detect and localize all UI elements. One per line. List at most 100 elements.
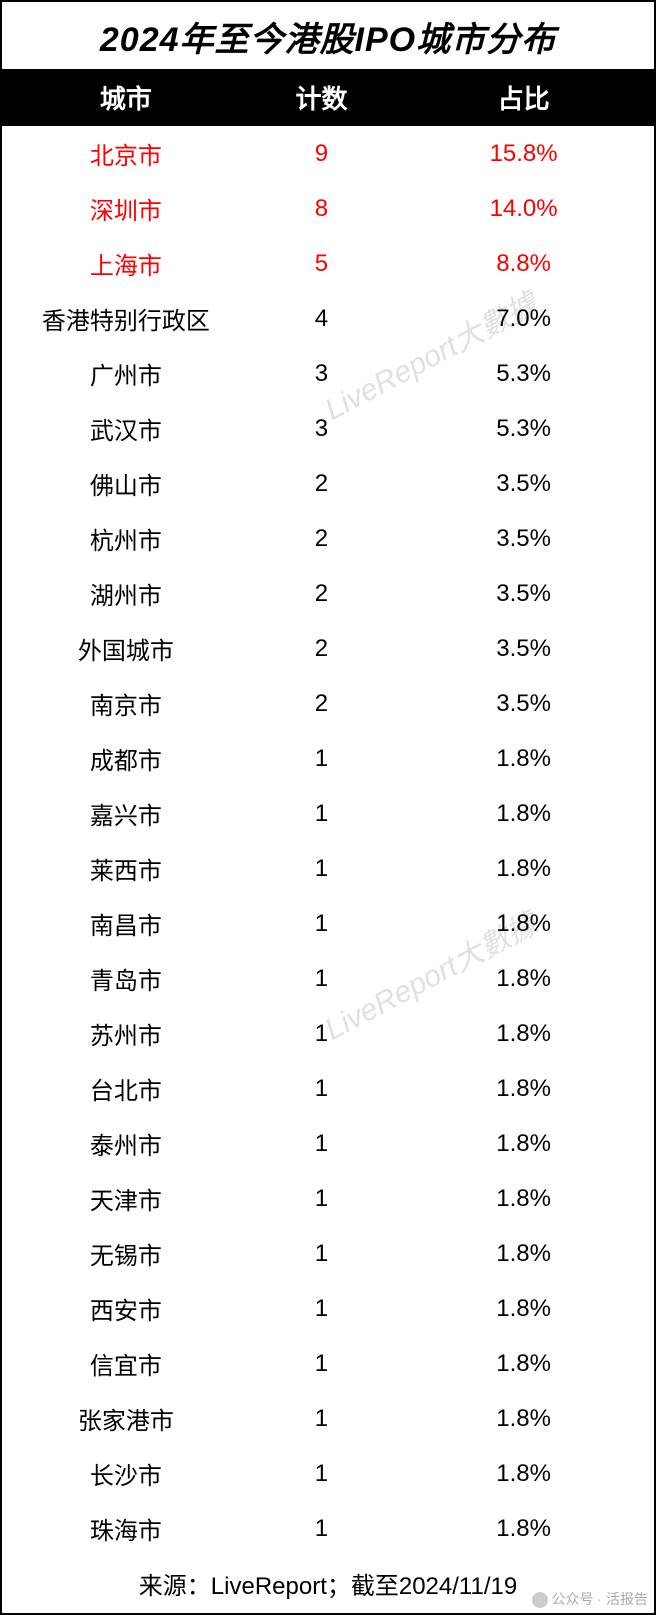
cell-count: 1 [250,1061,393,1116]
cell-percent: 8.8% [393,236,654,291]
cell-percent: 1.8% [393,951,654,1006]
table-container: 2024年至今港股IPO城市分布 城市 计数 占比 北京市915.8%深圳市81… [0,0,656,1615]
table-row: 苏州市11.8% [2,1006,654,1061]
cell-percent: 1.8% [393,1446,654,1501]
cell-city: 天津市 [2,1171,250,1226]
cell-percent: 1.8% [393,1336,654,1391]
cell-percent: 1.8% [393,1061,654,1116]
cell-count: 5 [250,236,393,291]
cell-city: 南昌市 [2,896,250,951]
cell-count: 1 [250,951,393,1006]
table-row: 莱西市11.8% [2,841,654,896]
cell-city: 莱西市 [2,841,250,896]
table-row: 台北市11.8% [2,1061,654,1116]
footer-text: 公众号 · 活报告 [552,1591,648,1607]
cell-percent: 3.5% [393,676,654,731]
cell-percent: 1.8% [393,1116,654,1171]
cell-city: 泰州市 [2,1116,250,1171]
table-row: 深圳市814.0% [2,181,654,236]
cell-count: 2 [250,621,393,676]
cell-count: 1 [250,1446,393,1501]
cell-percent: 1.8% [393,731,654,786]
cell-city: 深圳市 [2,181,250,236]
cell-count: 3 [250,346,393,401]
cell-count: 1 [250,731,393,786]
cell-count: 1 [250,1171,393,1226]
cell-percent: 3.5% [393,566,654,621]
cell-percent: 3.5% [393,621,654,676]
cell-city: 珠海市 [2,1501,250,1556]
cell-count: 1 [250,786,393,841]
ipo-table: 城市 计数 占比 北京市915.8%深圳市814.0%上海市58.8%香港特别行… [2,69,654,1556]
cell-count: 3 [250,401,393,456]
col-header-city: 城市 [2,69,250,126]
cell-city: 无锡市 [2,1226,250,1281]
cell-percent: 1.8% [393,1281,654,1336]
cell-percent: 15.8% [393,126,654,181]
cell-city: 湖州市 [2,566,250,621]
cell-count: 1 [250,1336,393,1391]
cell-count: 1 [250,1006,393,1061]
table-row: 成都市11.8% [2,731,654,786]
table-row: 南京市23.5% [2,676,654,731]
table-row: 佛山市23.5% [2,456,654,511]
table-header-row: 城市 计数 占比 [2,69,654,126]
cell-count: 1 [250,1116,393,1171]
cell-percent: 14.0% [393,181,654,236]
cell-count: 9 [250,126,393,181]
col-header-count: 计数 [250,69,393,126]
table-row: 湖州市23.5% [2,566,654,621]
cell-city: 上海市 [2,236,250,291]
table-row: 香港特别行政区47.0% [2,291,654,346]
col-header-percent: 占比 [393,69,654,126]
cell-percent: 3.5% [393,456,654,511]
table-row: 武汉市35.3% [2,401,654,456]
table-row: 信宜市11.8% [2,1336,654,1391]
footer-attribution: 公众号 · 活报告 [532,1589,648,1609]
table-row: 珠海市11.8% [2,1501,654,1556]
cell-count: 8 [250,181,393,236]
cell-percent: 1.8% [393,841,654,896]
table-row: 天津市11.8% [2,1171,654,1226]
cell-count: 4 [250,291,393,346]
cell-percent: 1.8% [393,896,654,951]
cell-city: 西安市 [2,1281,250,1336]
table-row: 外国城市23.5% [2,621,654,676]
table-row: 嘉兴市11.8% [2,786,654,841]
table-row: 青岛市11.8% [2,951,654,1006]
cell-count: 1 [250,896,393,951]
cell-city: 北京市 [2,126,250,181]
cell-percent: 1.8% [393,1501,654,1556]
cell-city: 青岛市 [2,951,250,1006]
cell-count: 1 [250,1226,393,1281]
cell-count: 1 [250,1501,393,1556]
cell-percent: 7.0% [393,291,654,346]
cell-percent: 1.8% [393,786,654,841]
cell-city: 广州市 [2,346,250,401]
cell-city: 杭州市 [2,511,250,566]
cell-percent: 5.3% [393,401,654,456]
table-row: 北京市915.8% [2,126,654,181]
cell-city: 台北市 [2,1061,250,1116]
page-title: 2024年至今港股IPO城市分布 [2,2,654,69]
table-row: 南昌市11.8% [2,896,654,951]
cell-count: 2 [250,676,393,731]
cell-city: 长沙市 [2,1446,250,1501]
cell-percent: 5.3% [393,346,654,401]
cell-city: 武汉市 [2,401,250,456]
cell-count: 2 [250,456,393,511]
table-row: 杭州市23.5% [2,511,654,566]
table-row: 泰州市11.8% [2,1116,654,1171]
wechat-icon [532,1592,548,1608]
cell-count: 2 [250,566,393,621]
cell-city: 嘉兴市 [2,786,250,841]
cell-percent: 1.8% [393,1006,654,1061]
cell-percent: 1.8% [393,1226,654,1281]
cell-city: 佛山市 [2,456,250,511]
cell-city: 信宜市 [2,1336,250,1391]
cell-count: 1 [250,841,393,896]
table-row: 长沙市11.8% [2,1446,654,1501]
cell-count: 1 [250,1281,393,1336]
cell-percent: 3.5% [393,511,654,566]
cell-city: 香港特别行政区 [2,291,250,346]
